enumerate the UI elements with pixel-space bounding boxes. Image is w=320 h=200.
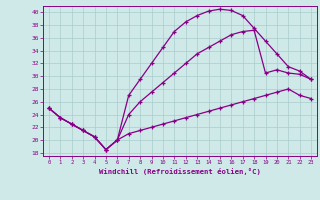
- X-axis label: Windchill (Refroidissement éolien,°C): Windchill (Refroidissement éolien,°C): [99, 168, 261, 175]
